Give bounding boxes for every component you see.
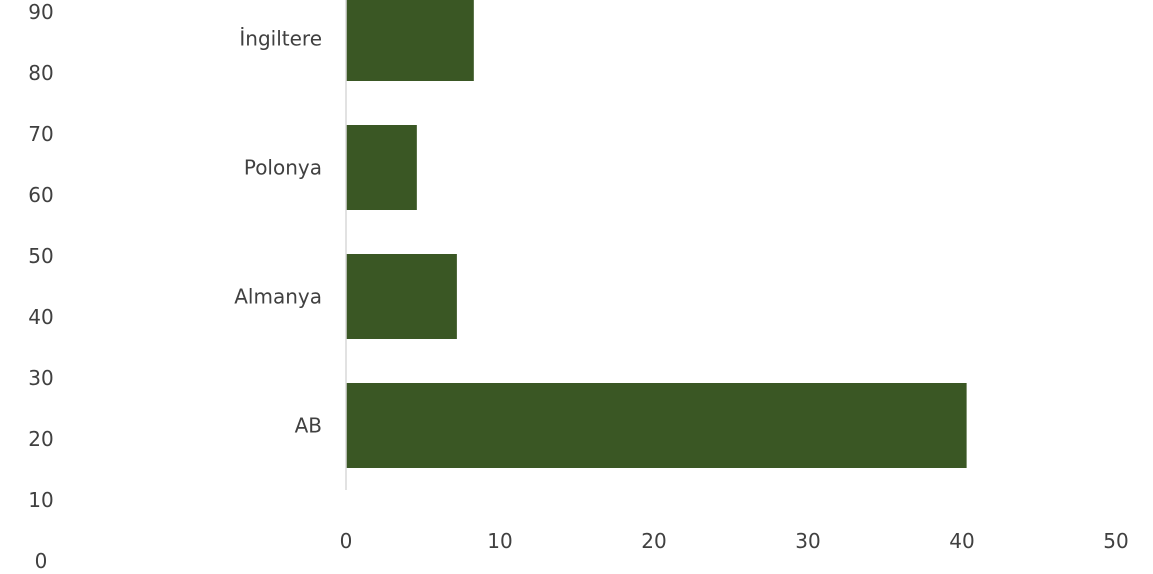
bars-group	[346, 0, 967, 468]
x-axis-tick-label: 50	[1103, 529, 1128, 553]
left-axis-tick-label: 10	[28, 488, 53, 512]
bar	[346, 254, 457, 339]
bar	[346, 383, 967, 468]
left-axis-tick-label: 0	[35, 549, 48, 573]
x-axis-tick-label: 40	[949, 529, 974, 553]
left-axis-tick-label: 60	[28, 183, 53, 207]
x-axis-tick-label: 30	[795, 529, 820, 553]
bar	[346, 125, 417, 210]
category-label: İngiltere	[239, 27, 322, 51]
left-axis-tick-label: 20	[28, 427, 53, 451]
left-axis-tick-label: 80	[28, 61, 53, 85]
left-axis-tick-label: 50	[28, 244, 53, 268]
category-label: Almanya	[234, 285, 322, 309]
left-axis-tick-label: 70	[28, 122, 53, 146]
x-axis-tick-label: 10	[487, 529, 512, 553]
category-label: AB	[295, 414, 322, 438]
left-axis-ticks: 0 10 20 30 40 50 60 70 80 90	[28, 0, 53, 573]
left-axis-tick-label: 40	[28, 305, 53, 329]
left-axis-tick-label: 30	[28, 366, 53, 390]
x-axis-tick-label: 20	[641, 529, 666, 553]
category-labels: AB Almanya Polonya İngiltere	[234, 27, 322, 438]
category-label: Polonya	[244, 156, 322, 180]
x-axis-ticks: 0 10 20 30 40 50	[340, 529, 1129, 553]
x-axis-tick-label: 0	[340, 529, 353, 553]
bar	[346, 0, 474, 81]
left-axis-tick-label: 90	[28, 0, 53, 24]
